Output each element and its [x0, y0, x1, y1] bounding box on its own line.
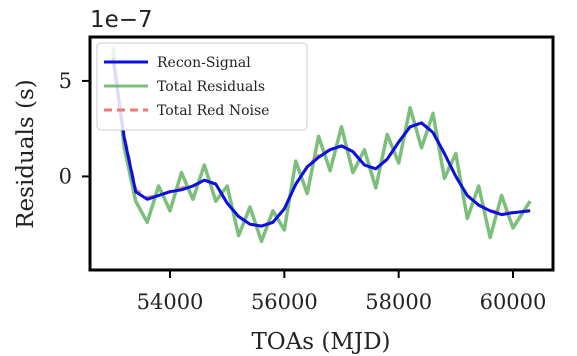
x-tick-label: 54000 [137, 290, 204, 314]
legend-label-total-red-noise: Total Red Noise [157, 103, 269, 119]
series-line-total-residuals [111, 46, 532, 244]
legend-label-total-residuals: Total Residuals [157, 79, 265, 95]
y-axis-label: Residuals (s) [13, 79, 39, 229]
plot-area [111, 46, 532, 244]
legend-label-recon-signal: Recon-Signal [157, 55, 251, 71]
y-offset-label: 1e−7 [90, 7, 153, 33]
x-tick-label: 60000 [480, 290, 547, 314]
y-tick-label: 5 [59, 69, 72, 93]
legend-box [96, 42, 308, 131]
y-tick-label: 0 [59, 164, 72, 188]
x-axis-label: TOAs (MJD) [251, 329, 390, 355]
plot-frame [88, 35, 555, 272]
axis-ticks: 54000 56000 58000 60000 5 0 [59, 69, 547, 314]
x-tick-label: 56000 [251, 290, 318, 314]
series-line-recon-signal [111, 57, 531, 228]
legend: Recon-Signal Total Residuals Total Red N… [96, 42, 308, 131]
series-line-total-red-noise [111, 59, 531, 228]
x-tick-label: 58000 [365, 290, 432, 314]
